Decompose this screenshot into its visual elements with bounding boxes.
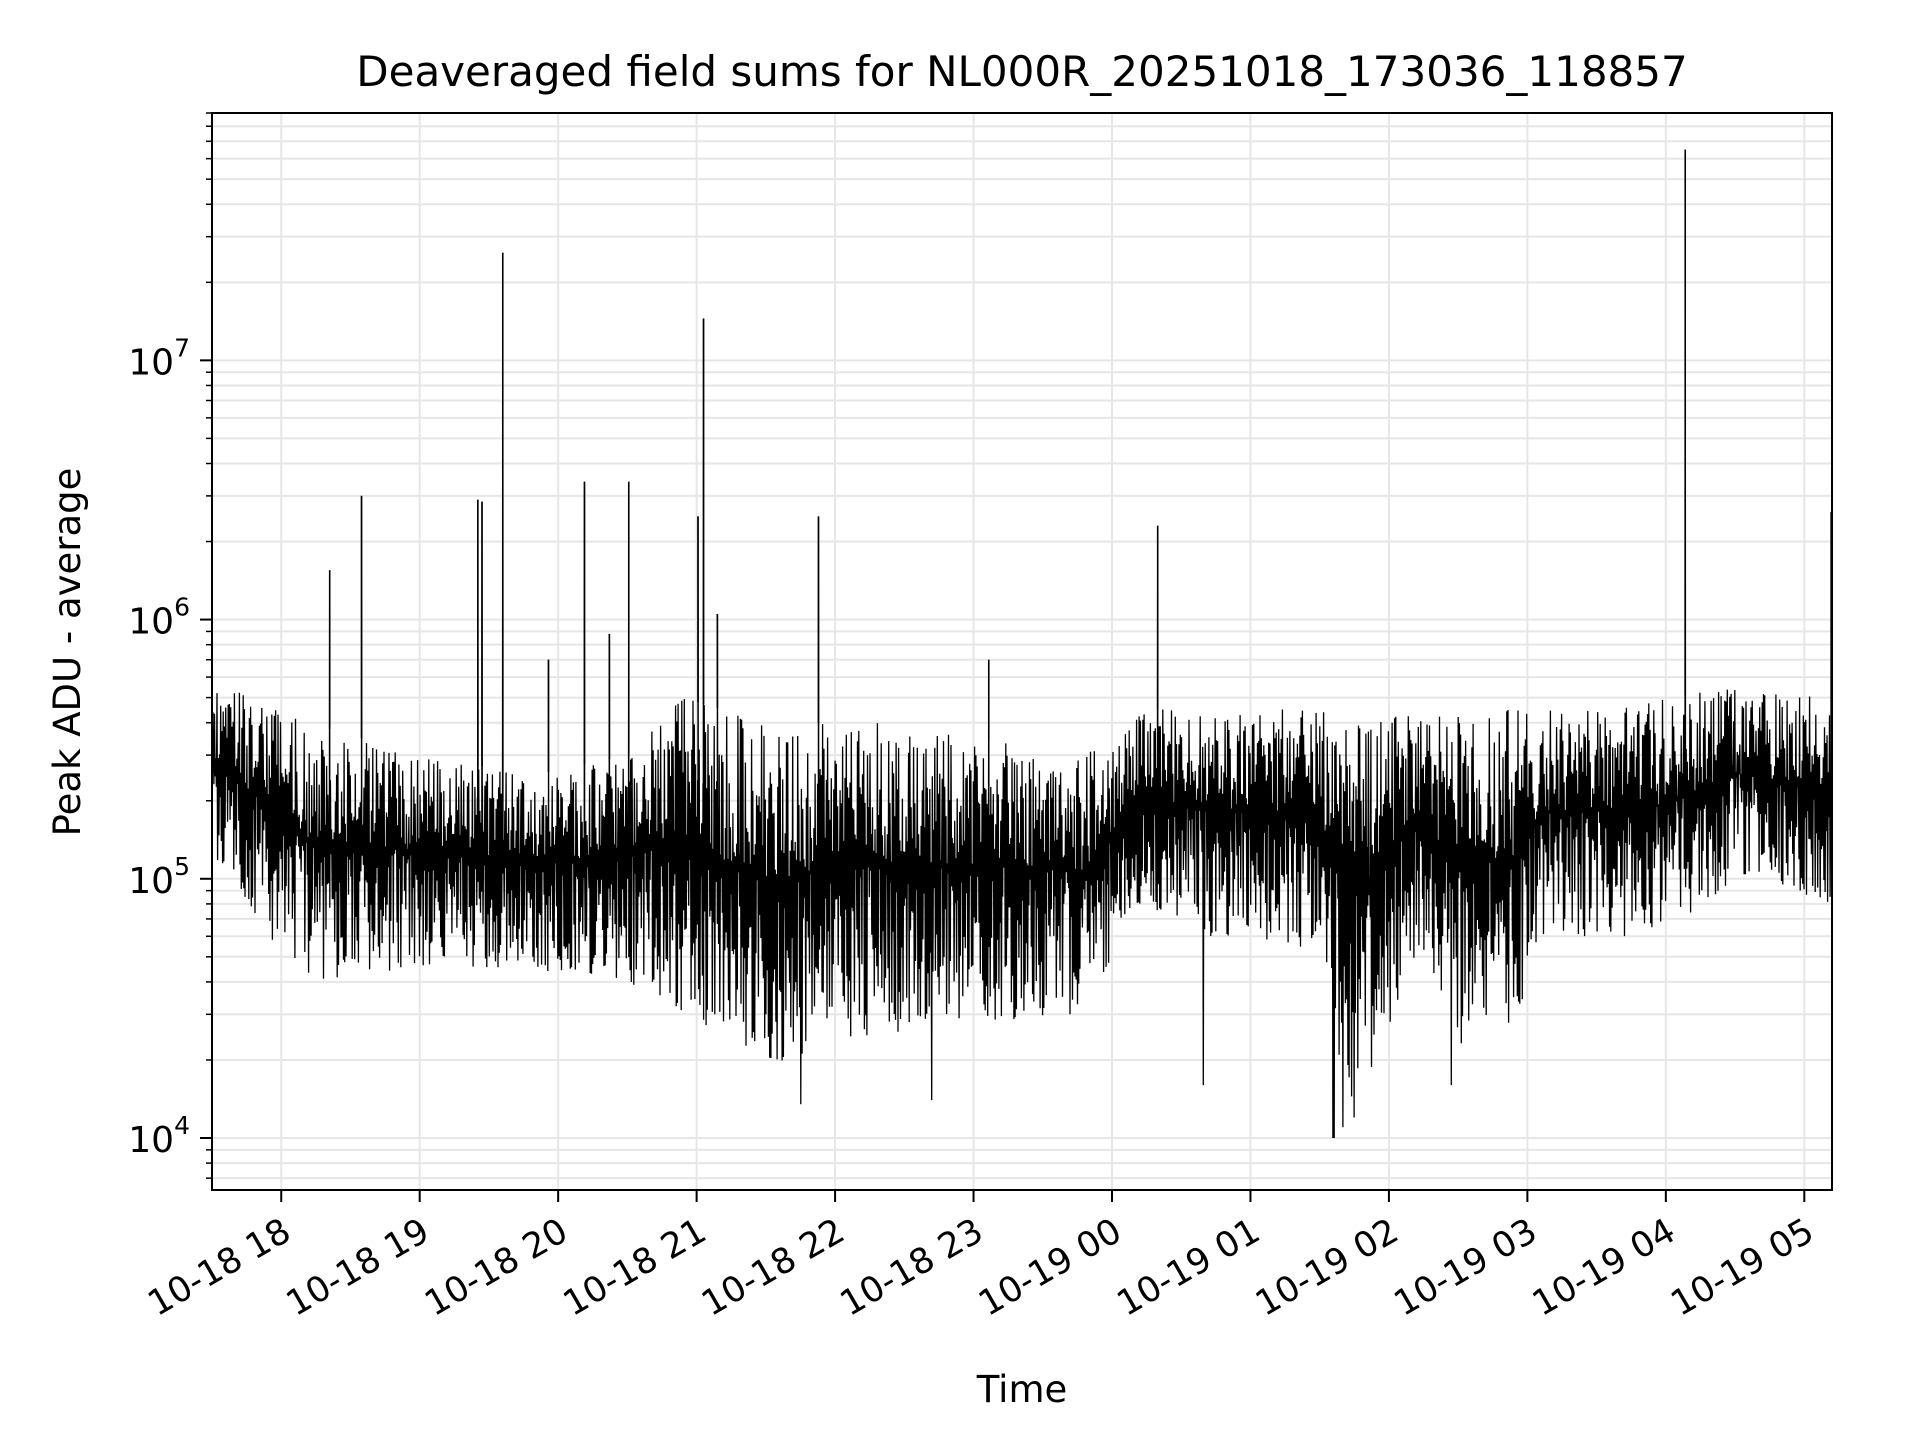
y-tick-label: 106 [128, 593, 190, 643]
plot-area-frame [211, 112, 1833, 1191]
x-axis-label: Time [976, 1368, 1068, 1411]
y-axis-label: Peak ADU - average [46, 468, 89, 837]
series [212, 149, 1833, 1139]
series-line [212, 149, 1832, 1139]
chart-title: Deaveraged field sums for NL000R_2025101… [356, 47, 1687, 96]
